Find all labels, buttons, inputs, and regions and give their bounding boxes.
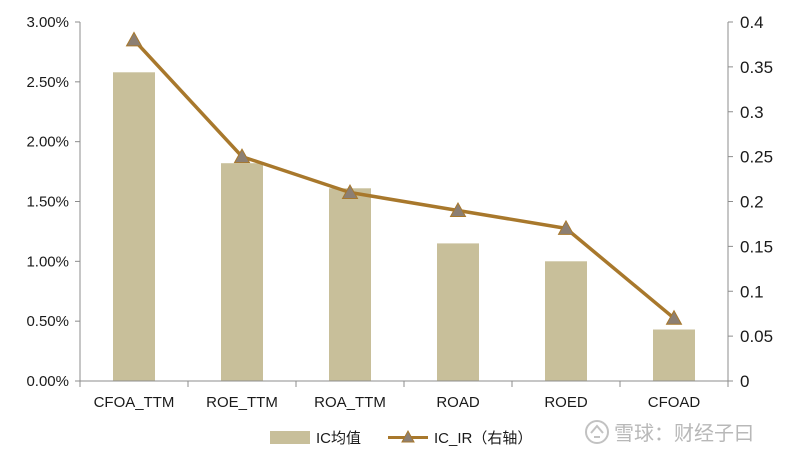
y-right-tick-label: 0.35 — [740, 58, 773, 77]
x-tick-label: CFOA_TTM — [94, 394, 175, 411]
bars-group — [113, 72, 695, 382]
y-right-tick-label: 0.1 — [740, 282, 764, 301]
y-left-tick-label: 0.00% — [26, 373, 69, 390]
x-tick-label: ROA_TTM — [314, 394, 386, 411]
legend-bar-swatch — [270, 431, 310, 444]
y-right-tick-label: 0.15 — [740, 237, 773, 256]
ic-ir-line-group — [125, 31, 683, 325]
bar-ROE_TTM — [221, 163, 263, 381]
legend-triangle-marker-icon — [401, 429, 415, 443]
x-tick-label: CFOAD — [648, 394, 701, 411]
ic-ir-line — [132, 38, 676, 320]
ticks-group: 0.00% 0.50% 1.00% 1.50% 2.00% 2.50% 3.00% 0 0.05… — [26, 13, 773, 411]
y-right-tick-label: 0.4 — [740, 13, 764, 32]
ic-ir-point-ROAD — [449, 201, 467, 217]
legend: IC均值 IC_IR（右轴） — [270, 429, 532, 447]
y-right-tick-label: 0.25 — [740, 148, 773, 167]
x-tick-label: ROED — [544, 394, 588, 411]
bar-CFOAD — [653, 329, 695, 381]
y-left-tick-label: 1.50% — [26, 194, 69, 211]
bar-ROA_TTM — [329, 188, 371, 381]
ic-ir-point-CFOA_TTM — [125, 31, 143, 47]
watermark: 雪球：财经子曰 — [585, 420, 754, 445]
legend-bar-label: IC均值 — [316, 430, 361, 447]
legend-line-label: IC_IR（右轴） — [434, 430, 532, 447]
x-tick-label: ROE_TTM — [206, 394, 278, 411]
ic-ir-point-ROED — [557, 219, 575, 235]
ic-ir-point-ROA_TTM — [341, 183, 359, 199]
y-left-tick-label: 2.50% — [26, 74, 69, 91]
bar-ROED — [545, 261, 587, 381]
y-right-tick-label: 0 — [740, 372, 749, 391]
y-left-tick-label: 3.00% — [26, 14, 69, 31]
snowball-logo-icon — [585, 420, 609, 444]
y-right-tick-label: 0.2 — [740, 193, 764, 212]
y-left-tick-label: 0.50% — [26, 313, 69, 330]
y-right-tick-label: 0.05 — [740, 327, 773, 346]
ic-ir-point-ROE_TTM — [233, 148, 251, 164]
y-left-tick-label: 2.00% — [26, 134, 69, 151]
y-left-tick-label: 1.00% — [26, 253, 69, 270]
y-right-tick-label: 0.3 — [740, 103, 764, 122]
ic-ir-point-CFOAD — [665, 309, 683, 325]
bar-CFOA_TTM — [113, 72, 155, 382]
axes-group — [75, 21, 733, 387]
x-tick-label: ROAD — [436, 394, 480, 411]
watermark-text: 雪球：财经子曰 — [614, 421, 754, 445]
bar-ROAD — [437, 243, 479, 381]
